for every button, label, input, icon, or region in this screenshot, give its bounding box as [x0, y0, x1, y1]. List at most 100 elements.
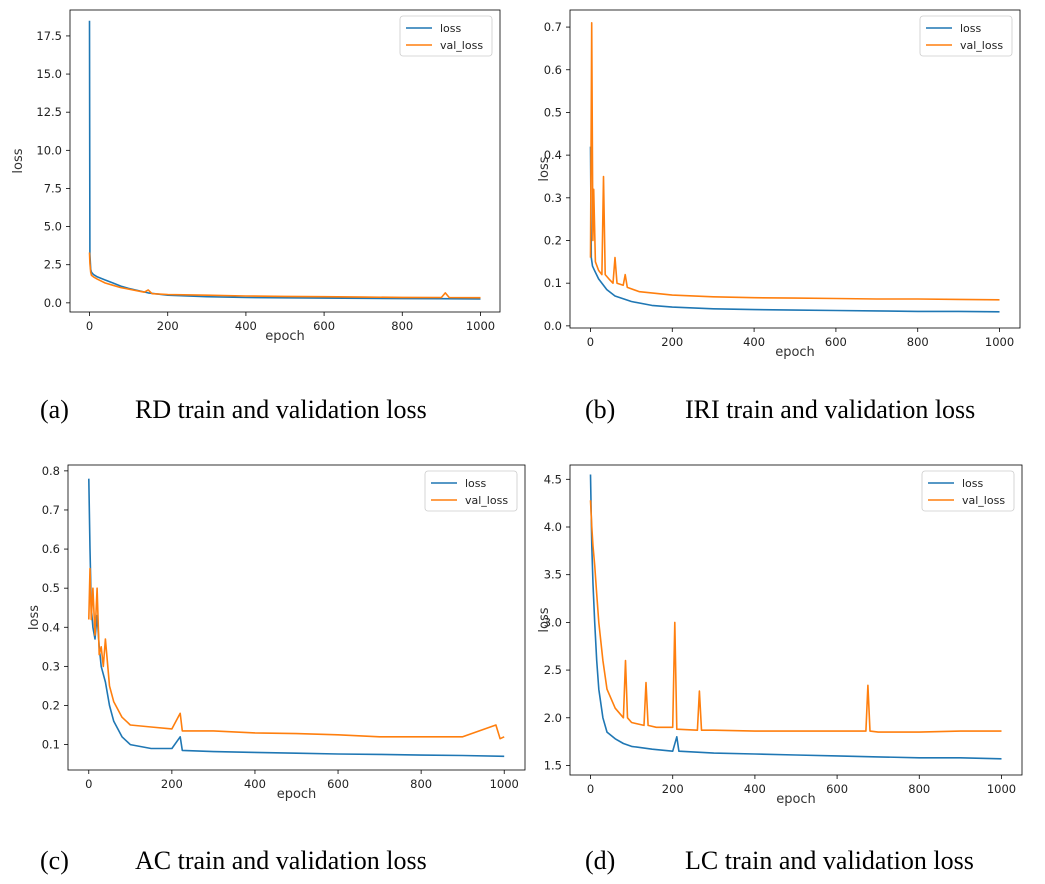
y-tick-label: 0.3	[42, 659, 60, 673]
series-line-loss	[88, 20, 481, 300]
y-tick-label: 0.7	[42, 503, 60, 517]
y-tick-label: 0.0	[44, 296, 62, 310]
y-tick-label: 0.2	[544, 233, 562, 247]
legend-label-val-loss: val_loss	[962, 494, 1005, 507]
y-tick-label: 0.6	[42, 542, 60, 556]
x-tick-label: 200	[157, 319, 179, 333]
chart-panel-b: 0 200 400 600 800 1000 0.0 0.1 0.2 0.3 0.4 0.5 0.6 0.…	[537, 9, 1021, 424]
x-tick-label: 0	[587, 782, 594, 796]
plot-frame	[69, 9, 501, 313]
legend-box	[399, 15, 493, 57]
y-tick-label: 2.5	[544, 663, 562, 677]
y-tick-label: 3.5	[544, 568, 562, 582]
x-tick-label: 0	[86, 319, 93, 333]
x-tick-label: 1000	[466, 319, 495, 333]
y-tick-label: 5.0	[44, 220, 62, 234]
plot-frame	[569, 464, 1023, 776]
series-line-loss	[589, 474, 1002, 760]
y-axis-label: loss	[537, 607, 552, 632]
x-tick-label: 600	[825, 335, 847, 349]
plot-frame	[67, 464, 526, 771]
x-tick-label: 200	[161, 777, 183, 791]
y-tick-label: 0.8	[42, 464, 60, 478]
x-axis-label: epoch	[277, 787, 317, 802]
plot-frame	[569, 9, 1021, 329]
legend: loss val_loss	[921, 470, 1015, 512]
caption-letter: (b)	[585, 395, 615, 424]
y-tick-label: 0.1	[544, 276, 562, 290]
x-tick-label: 1000	[985, 335, 1014, 349]
x-tick-label: 0	[587, 335, 594, 349]
legend-label-loss: loss	[960, 22, 982, 35]
y-tick-label: 2.5	[44, 258, 62, 272]
x-axis-label: epoch	[775, 345, 815, 360]
y-tick-label: 3.0	[544, 615, 562, 629]
x-tick-label: 800	[410, 777, 432, 791]
caption-text: AC train and validation loss	[135, 846, 427, 875]
y-tick-label: 12.5	[36, 105, 62, 119]
y-tick-label: 7.5	[44, 181, 62, 195]
x-tick-label: 400	[244, 777, 266, 791]
x-tick-label: 800	[908, 782, 930, 796]
y-tick-label: 0.4	[544, 148, 562, 162]
y-tick-label: 0.7	[544, 20, 562, 34]
chart-panel-a: 0 200 400 600 800 1000 0.0 2.5 5.0 7.5 10.0 12.5 15.…	[11, 9, 501, 424]
caption-letter: (d)	[585, 846, 615, 875]
caption-text: LC train and validation loss	[685, 846, 974, 875]
legend-box	[424, 470, 518, 512]
x-tick-label: 800	[907, 335, 929, 349]
y-tick-label: 0.5	[544, 105, 562, 119]
series-line-val-loss	[589, 500, 1002, 733]
legend-label-val-loss: val_loss	[960, 39, 1003, 52]
y-tick-label: 17.5	[36, 29, 62, 43]
legend-label-val-loss: val_loss	[440, 39, 483, 52]
legend-box	[921, 470, 1015, 512]
y-tick-label: 0.6	[544, 63, 562, 77]
x-tick-label: 600	[327, 777, 349, 791]
y-tick-label: 2.0	[544, 711, 562, 725]
legend-label-loss: loss	[465, 477, 487, 490]
y-tick-label: 0.5	[42, 581, 60, 595]
x-tick-label: 0	[85, 777, 92, 791]
y-tick-label: 0.3	[544, 191, 562, 205]
series-line-val-loss	[589, 21, 1000, 301]
y-tick-label: 15.0	[36, 67, 62, 81]
y-tick-label: 0.4	[42, 620, 60, 634]
x-tick-label: 200	[662, 782, 684, 796]
caption-letter: (c)	[40, 846, 69, 875]
caption-letter: (a)	[40, 395, 69, 424]
series-line-val-loss	[88, 567, 505, 740]
y-tick-label: 0.1	[42, 738, 60, 752]
caption-text: IRI train and validation loss	[685, 395, 975, 424]
y-tick-label: 10.0	[36, 143, 62, 157]
y-axis-label: loss	[11, 148, 26, 173]
legend-box	[919, 15, 1013, 57]
chart-panel-d: 0 200 400 600 800 1000 1.5 2.0 2.5 3.0 3.5 4.0 4.5 ep…	[537, 464, 1023, 875]
legend-label-loss: loss	[962, 477, 984, 490]
x-tick-label: 200	[661, 335, 683, 349]
caption-text: RD train and validation loss	[135, 395, 427, 424]
legend: loss val_loss	[424, 470, 518, 512]
legend-label-val-loss: val_loss	[465, 494, 508, 507]
y-tick-label: 0.2	[42, 698, 60, 712]
x-tick-label: 800	[391, 319, 413, 333]
y-tick-label: 4.0	[544, 520, 562, 534]
y-tick-label: 4.5	[544, 472, 562, 486]
legend-label-loss: loss	[440, 22, 462, 35]
x-tick-label: 600	[826, 782, 848, 796]
series-line-loss	[589, 146, 1000, 313]
legend: loss val_loss	[919, 15, 1013, 57]
y-tick-label: 0.0	[544, 319, 562, 333]
y-axis-label: loss	[537, 156, 552, 181]
legend: loss val_loss	[399, 15, 493, 57]
chart-panel-c: 0 200 400 600 800 1000 0.1 0.2 0.3 0.4 0.5 0.6 0.7 0.…	[27, 464, 526, 875]
x-axis-label: epoch	[776, 792, 816, 807]
x-axis-label: epoch	[265, 329, 305, 344]
x-tick-label: 400	[744, 782, 766, 796]
x-tick-label: 400	[743, 335, 765, 349]
x-tick-label: 1000	[490, 777, 519, 791]
series-line-loss	[88, 478, 505, 758]
y-tick-label: 1.5	[544, 758, 562, 772]
x-tick-label: 1000	[987, 782, 1016, 796]
